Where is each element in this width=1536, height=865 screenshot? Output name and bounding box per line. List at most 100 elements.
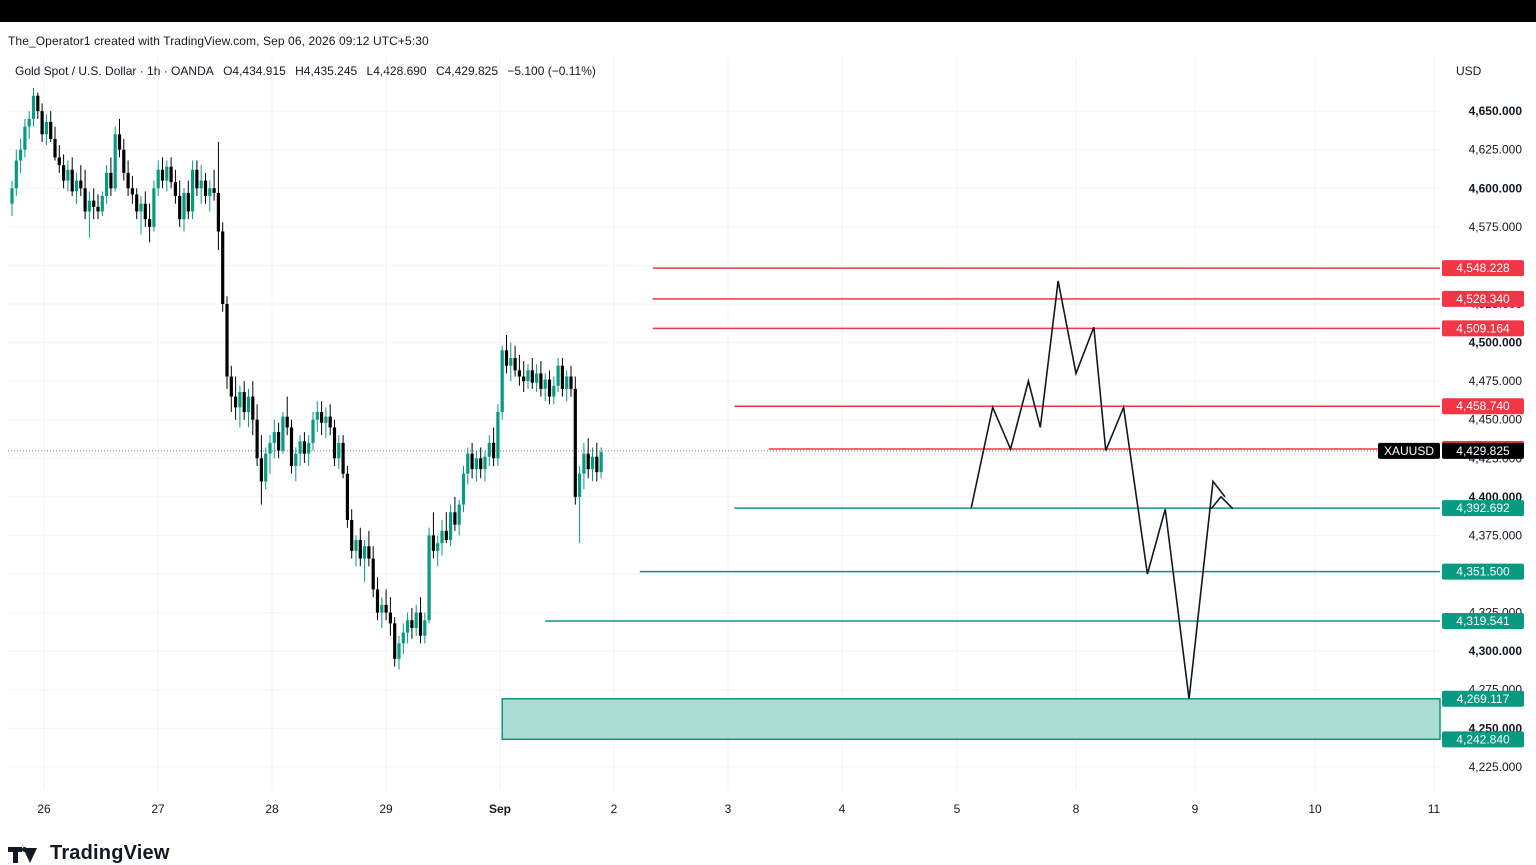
candle[interactable]	[565, 376, 569, 389]
candle[interactable]	[582, 453, 586, 474]
candle[interactable]	[345, 473, 349, 520]
candle[interactable]	[277, 432, 281, 451]
candle[interactable]	[431, 535, 435, 551]
candle[interactable]	[384, 604, 388, 613]
candle[interactable]	[238, 391, 242, 408]
candle[interactable]	[208, 188, 212, 196]
price-axis[interactable]: 4,650.0004,625.0004,600.0004,575.0004,55…	[1469, 104, 1523, 774]
candle[interactable]	[599, 452, 603, 473]
candle[interactable]	[363, 546, 367, 559]
candle[interactable]	[74, 180, 79, 192]
candle[interactable]	[79, 180, 83, 189]
candle[interactable]	[100, 196, 104, 212]
candle[interactable]	[341, 442, 345, 474]
candle[interactable]	[496, 412, 500, 459]
candle[interactable]	[285, 416, 289, 428]
candle[interactable]	[14, 160, 18, 189]
candle[interactable]	[96, 206, 100, 212]
candle[interactable]	[474, 458, 478, 470]
candle[interactable]	[87, 200, 91, 212]
candle[interactable]	[117, 134, 122, 150]
candle[interactable]	[354, 540, 358, 551]
candle[interactable]	[444, 530, 448, 541]
candle[interactable]	[302, 441, 306, 454]
candle[interactable]	[530, 370, 534, 383]
candle[interactable]	[328, 416, 332, 428]
candle[interactable]	[367, 546, 371, 559]
candle[interactable]	[191, 169, 195, 212]
candle[interactable]	[281, 416, 285, 451]
candle[interactable]	[449, 512, 453, 541]
candle[interactable]	[586, 453, 590, 470]
candle[interactable]	[560, 365, 564, 389]
candle[interactable]	[139, 203, 143, 212]
candle[interactable]	[83, 188, 87, 212]
candle[interactable]	[195, 169, 199, 189]
candle[interactable]	[70, 169, 74, 192]
candle[interactable]	[92, 200, 96, 207]
candle[interactable]	[221, 231, 225, 304]
candle[interactable]	[315, 412, 319, 420]
candle[interactable]	[264, 453, 268, 482]
candle[interactable]	[461, 473, 466, 505]
candle[interactable]	[173, 182, 177, 196]
candle[interactable]	[259, 458, 263, 482]
candle[interactable]	[517, 370, 521, 377]
candle[interactable]	[186, 192, 190, 212]
candle[interactable]	[160, 169, 165, 181]
candle[interactable]	[126, 172, 130, 189]
candle[interactable]	[23, 126, 27, 150]
candle[interactable]	[526, 370, 530, 382]
candle[interactable]	[169, 166, 173, 183]
candle[interactable]	[36, 95, 40, 112]
candle[interactable]	[375, 589, 380, 613]
tradingview-brand[interactable]: TradingView	[8, 842, 170, 865]
candle[interactable]	[251, 396, 255, 420]
candle[interactable]	[543, 379, 547, 389]
candle[interactable]	[466, 453, 470, 474]
candle[interactable]	[535, 373, 539, 383]
candle[interactable]	[182, 192, 186, 220]
candle[interactable]	[492, 442, 496, 459]
candle[interactable]	[10, 188, 14, 204]
candle[interactable]	[500, 350, 504, 412]
candle[interactable]	[410, 620, 414, 628]
candle[interactable]	[414, 612, 418, 628]
candle[interactable]	[513, 358, 517, 371]
candle[interactable]	[229, 376, 233, 397]
candle[interactable]	[350, 520, 354, 551]
candle[interactable]	[109, 172, 113, 189]
candle[interactable]	[255, 419, 259, 459]
candle[interactable]	[311, 419, 315, 443]
candle[interactable]	[294, 453, 298, 466]
candle[interactable]	[436, 543, 440, 551]
candle[interactable]	[135, 194, 139, 212]
candle[interactable]	[40, 111, 44, 135]
candle[interactable]	[509, 358, 513, 366]
candle[interactable]	[242, 391, 246, 412]
candle[interactable]	[307, 442, 311, 454]
candle[interactable]	[105, 172, 109, 196]
candle[interactable]	[539, 373, 543, 389]
candle[interactable]	[298, 441, 302, 454]
candle[interactable]	[143, 203, 147, 220]
candle[interactable]	[152, 188, 156, 227]
candle[interactable]	[470, 453, 474, 470]
candle[interactable]	[44, 121, 48, 135]
candle[interactable]	[199, 180, 203, 189]
candle[interactable]	[504, 350, 509, 366]
candle[interactable]	[556, 365, 560, 386]
candle[interactable]	[337, 442, 341, 459]
candle[interactable]	[289, 427, 294, 466]
candle[interactable]	[590, 456, 595, 470]
candle[interactable]	[113, 134, 117, 189]
candle[interactable]	[62, 165, 66, 181]
candle[interactable]	[380, 604, 384, 613]
candle[interactable]	[388, 612, 392, 624]
candle[interactable]	[483, 456, 487, 470]
candle[interactable]	[427, 535, 431, 621]
candle[interactable]	[27, 118, 31, 127]
candle[interactable]	[122, 149, 126, 173]
time-axis[interactable]: 26 27 28 29 Sep 2 3 4 5 8 9 10 11	[37, 802, 1440, 816]
